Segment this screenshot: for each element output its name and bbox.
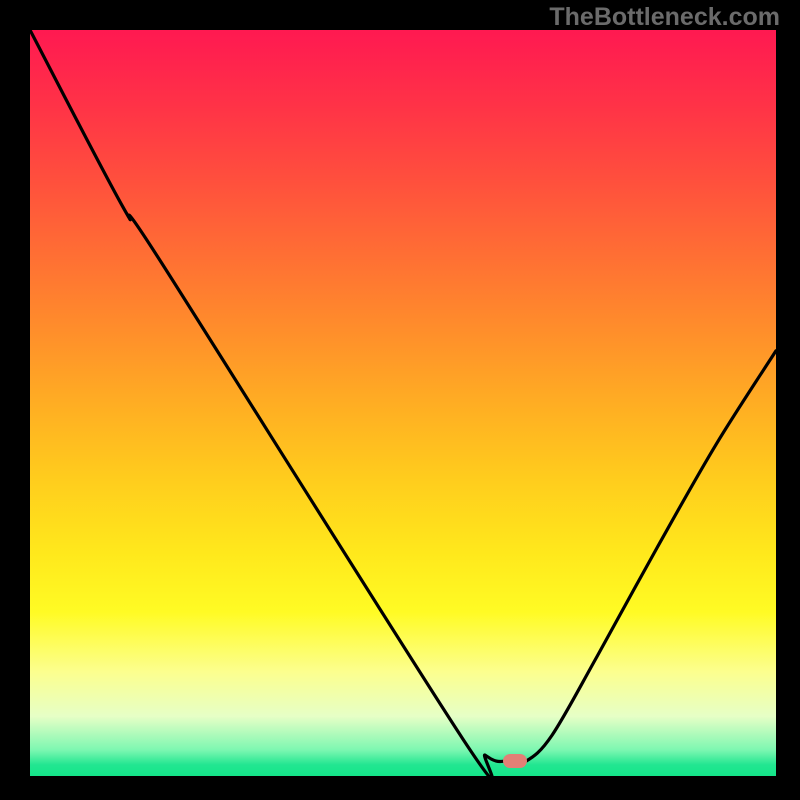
watermark-text: TheBottleneck.com	[549, 3, 780, 32]
bottleneck-curve	[0, 0, 800, 800]
chart-frame: TheBottleneck.com	[0, 0, 800, 800]
optimum-marker	[503, 754, 527, 768]
